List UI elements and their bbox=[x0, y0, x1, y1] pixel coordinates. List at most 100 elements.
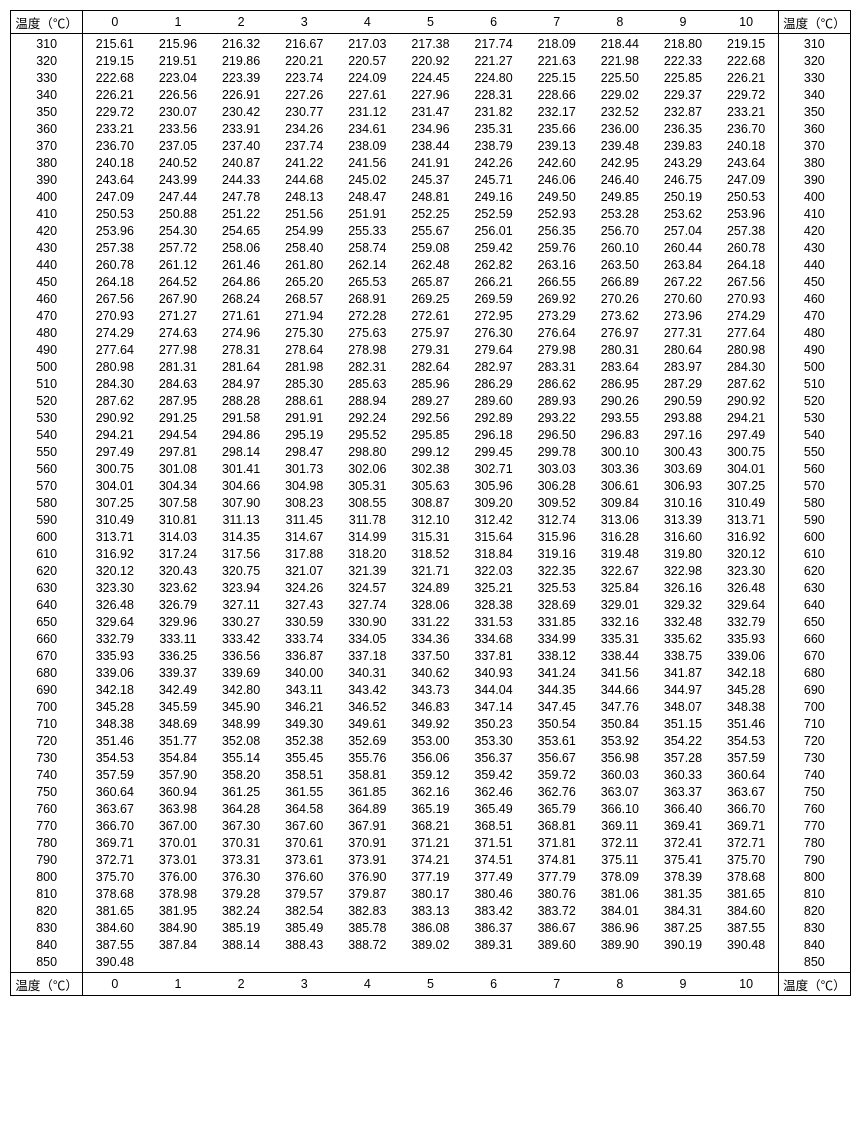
cell-value: 388.72 bbox=[336, 937, 399, 954]
cell-value: 356.37 bbox=[462, 750, 525, 767]
cell-value: 382.24 bbox=[210, 903, 273, 920]
cell-value: 281.98 bbox=[273, 359, 336, 376]
footer-col-8: 8 bbox=[588, 973, 651, 996]
cell-value: 329.64 bbox=[715, 597, 779, 614]
cell-value: 365.19 bbox=[399, 801, 462, 818]
table-row: 790372.71373.01373.31373.61373.91374.213… bbox=[11, 852, 851, 869]
cell-value: 337.81 bbox=[462, 648, 525, 665]
cell-value: 324.57 bbox=[336, 580, 399, 597]
cell-value: 254.99 bbox=[273, 223, 336, 240]
cell-value: 369.11 bbox=[588, 818, 651, 835]
cell-value: 322.35 bbox=[525, 563, 588, 580]
cell-value: 236.35 bbox=[651, 121, 714, 138]
cell-value: 231.12 bbox=[336, 104, 399, 121]
cell-value: 316.92 bbox=[83, 546, 147, 563]
row-temp-right: 410 bbox=[778, 206, 850, 223]
cell-value: 357.90 bbox=[146, 767, 209, 784]
cell-value: 387.25 bbox=[651, 920, 714, 937]
cell-value: 257.04 bbox=[651, 223, 714, 240]
cell-value: 338.12 bbox=[525, 648, 588, 665]
row-temp-right: 420 bbox=[778, 223, 850, 240]
cell-value bbox=[525, 954, 588, 973]
cell-value: 233.21 bbox=[83, 121, 147, 138]
cell-value: 358.51 bbox=[273, 767, 336, 784]
cell-value: 319.48 bbox=[588, 546, 651, 563]
cell-value: 317.88 bbox=[273, 546, 336, 563]
cell-value: 224.45 bbox=[399, 70, 462, 87]
cell-value: 242.95 bbox=[588, 155, 651, 172]
footer-col-4: 4 bbox=[336, 973, 399, 996]
row-temp-left: 800 bbox=[11, 869, 83, 886]
cell-value: 226.56 bbox=[146, 87, 209, 104]
cell-value: 381.95 bbox=[146, 903, 209, 920]
cell-value: 386.67 bbox=[525, 920, 588, 937]
cell-value: 309.20 bbox=[462, 495, 525, 512]
row-temp-right: 760 bbox=[778, 801, 850, 818]
table-row: 810378.68378.98379.28379.57379.87380.173… bbox=[11, 886, 851, 903]
cell-value: 313.71 bbox=[83, 529, 147, 546]
cell-value: 264.86 bbox=[210, 274, 273, 291]
cell-value: 390.48 bbox=[83, 954, 147, 973]
cell-value: 365.49 bbox=[462, 801, 525, 818]
cell-value: 336.87 bbox=[273, 648, 336, 665]
cell-value: 242.26 bbox=[462, 155, 525, 172]
table-row: 330222.68223.04223.39223.74224.09224.452… bbox=[11, 70, 851, 87]
cell-value: 262.14 bbox=[336, 257, 399, 274]
cell-value: 313.71 bbox=[715, 512, 779, 529]
table-row: 730354.53354.84355.14355.45355.76356.063… bbox=[11, 750, 851, 767]
cell-value: 373.91 bbox=[336, 852, 399, 869]
cell-value: 244.68 bbox=[273, 172, 336, 189]
cell-value: 387.84 bbox=[146, 937, 209, 954]
table-row: 400247.09247.44247.78248.13248.47248.812… bbox=[11, 189, 851, 206]
row-temp-right: 660 bbox=[778, 631, 850, 648]
cell-value: 264.52 bbox=[146, 274, 209, 291]
cell-value: 325.84 bbox=[588, 580, 651, 597]
footer-temp-label-right: 温度（℃） bbox=[778, 973, 850, 996]
row-temp-right: 820 bbox=[778, 903, 850, 920]
cell-value: 337.18 bbox=[336, 648, 399, 665]
cell-value: 287.95 bbox=[146, 393, 209, 410]
row-temp-left: 660 bbox=[11, 631, 83, 648]
cell-value: 323.30 bbox=[83, 580, 147, 597]
cell-value: 231.47 bbox=[399, 104, 462, 121]
cell-value: 226.91 bbox=[210, 87, 273, 104]
cell-value: 311.13 bbox=[210, 512, 273, 529]
cell-value: 345.28 bbox=[83, 699, 147, 716]
cell-value: 322.67 bbox=[588, 563, 651, 580]
cell-value: 229.72 bbox=[83, 104, 147, 121]
cell-value: 268.91 bbox=[336, 291, 399, 308]
cell-value: 229.72 bbox=[715, 87, 779, 104]
table-row: 750360.64360.94361.25361.55361.85362.163… bbox=[11, 784, 851, 801]
cell-value: 226.21 bbox=[83, 87, 147, 104]
table-row: 430257.38257.72258.06258.40258.74259.082… bbox=[11, 240, 851, 257]
cell-value: 335.62 bbox=[651, 631, 714, 648]
cell-value: 294.54 bbox=[146, 427, 209, 444]
cell-value: 236.00 bbox=[588, 121, 651, 138]
cell-value: 240.18 bbox=[83, 155, 147, 172]
cell-value: 316.60 bbox=[651, 529, 714, 546]
cell-value: 363.67 bbox=[83, 801, 147, 818]
cell-value: 223.74 bbox=[273, 70, 336, 87]
row-temp-right: 430 bbox=[778, 240, 850, 257]
cell-value: 234.96 bbox=[399, 121, 462, 138]
cell-value: 276.97 bbox=[588, 325, 651, 342]
table-row: 390243.64243.99244.33244.68245.02245.372… bbox=[11, 172, 851, 189]
cell-value: 232.87 bbox=[651, 104, 714, 121]
cell-value: 270.93 bbox=[83, 308, 147, 325]
cell-value: 333.42 bbox=[210, 631, 273, 648]
row-temp-left: 610 bbox=[11, 546, 83, 563]
cell-value: 356.06 bbox=[399, 750, 462, 767]
cell-value: 308.87 bbox=[399, 495, 462, 512]
row-temp-left: 470 bbox=[11, 308, 83, 325]
cell-value: 363.98 bbox=[146, 801, 209, 818]
cell-value: 371.21 bbox=[399, 835, 462, 852]
cell-value: 256.01 bbox=[462, 223, 525, 240]
cell-value: 232.17 bbox=[525, 104, 588, 121]
cell-value: 261.80 bbox=[273, 257, 336, 274]
cell-value: 376.60 bbox=[273, 869, 336, 886]
cell-value: 218.80 bbox=[651, 34, 714, 53]
cell-value: 341.56 bbox=[588, 665, 651, 682]
cell-value: 378.68 bbox=[83, 886, 147, 903]
cell-value bbox=[588, 954, 651, 973]
cell-value: 287.29 bbox=[651, 376, 714, 393]
